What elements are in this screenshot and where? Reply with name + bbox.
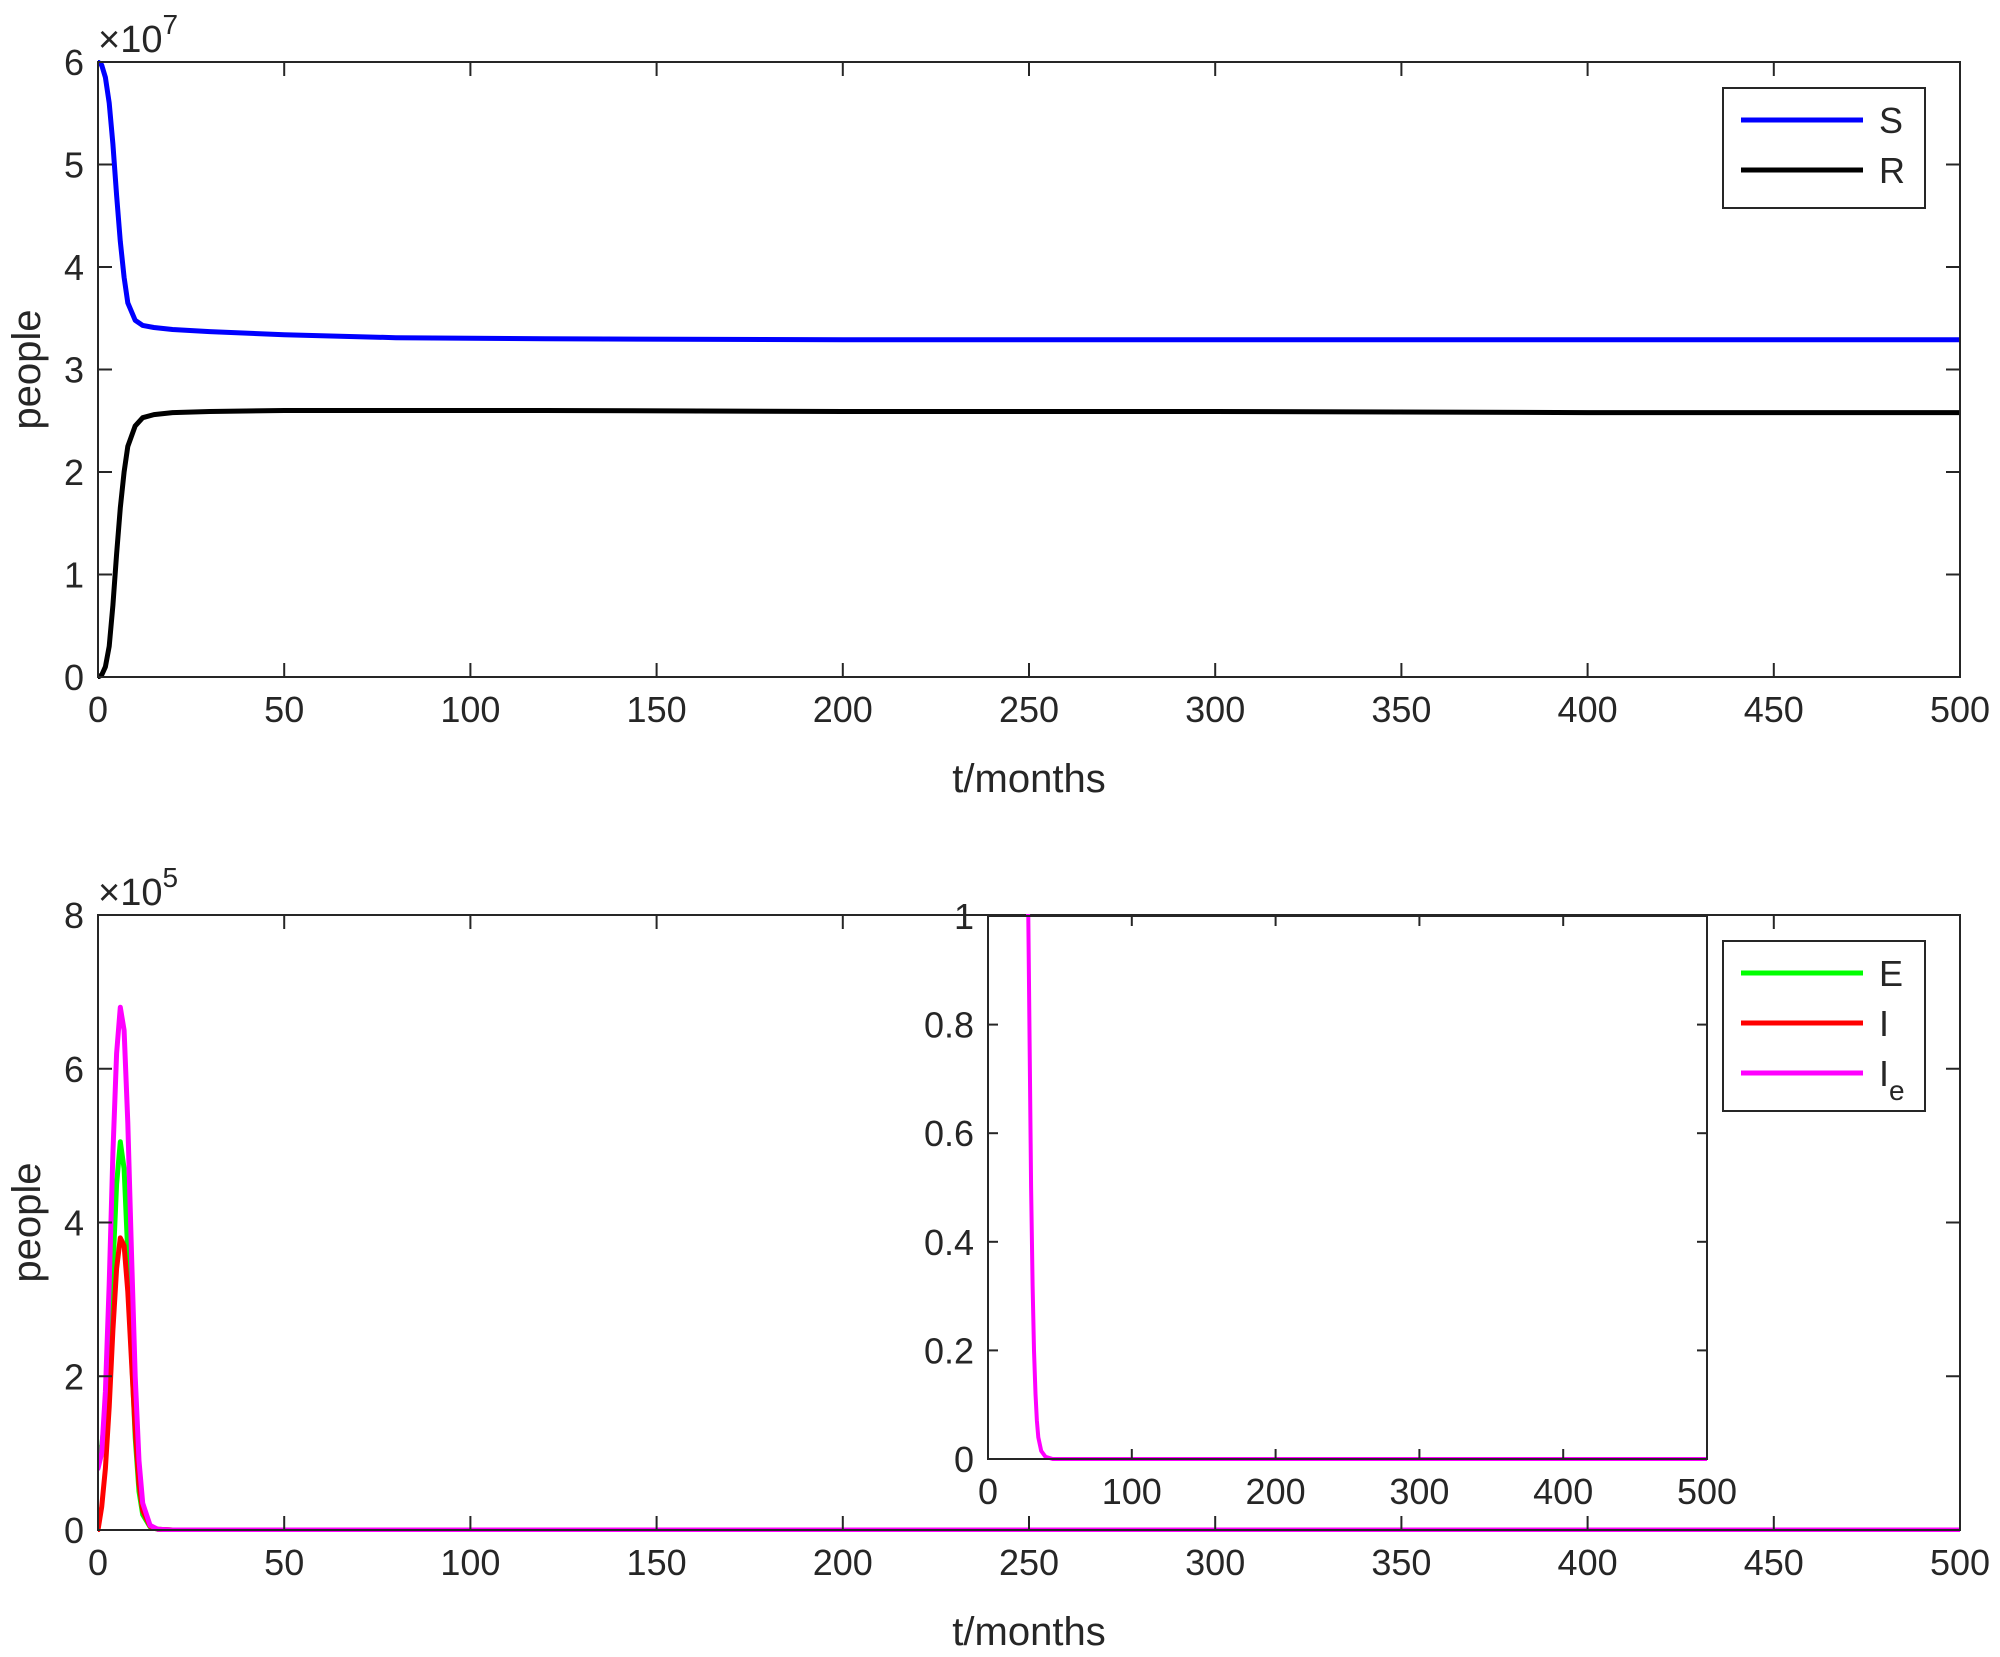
x-tick-label: 300 bbox=[1185, 689, 1245, 730]
y-tick-label: 0 bbox=[954, 1439, 974, 1480]
x-tick-label: 0 bbox=[88, 1542, 108, 1583]
legend: SR bbox=[1722, 87, 1926, 209]
plot-area bbox=[988, 916, 1707, 1459]
x-tick-label: 100 bbox=[1102, 1471, 1162, 1512]
x-tick-label: 450 bbox=[1744, 689, 1804, 730]
y-exponent-label: ×105 bbox=[98, 862, 178, 914]
x-tick-label: 50 bbox=[264, 1542, 304, 1583]
legend-label: R bbox=[1879, 150, 1905, 191]
legend-box bbox=[1722, 87, 1926, 209]
x-tick-label: 100 bbox=[440, 1542, 500, 1583]
x-tick-label: 250 bbox=[999, 1542, 1059, 1583]
y-axis-label: people bbox=[5, 1162, 49, 1282]
x-tick-label: 200 bbox=[1246, 1471, 1306, 1512]
y-tick-label: 8 bbox=[64, 895, 84, 936]
x-tick-label: 0 bbox=[978, 1471, 998, 1512]
y-tick-label: 0 bbox=[64, 657, 84, 698]
x-tick-label: 50 bbox=[264, 689, 304, 730]
legend-label: Ie bbox=[1879, 1053, 1905, 1106]
x-tick-label: 500 bbox=[1677, 1471, 1737, 1512]
axes-box bbox=[987, 915, 1708, 1460]
x-tick-label: 150 bbox=[627, 689, 687, 730]
top-chart: 0 50 100 150 200 250 300 350 400 450 500 0 1 2 3 4 5 6 t/m… bbox=[5, 9, 1990, 801]
series-group bbox=[98, 1004, 1960, 1532]
series-line-i-e bbox=[98, 1004, 1960, 1532]
legend-box bbox=[1722, 940, 1926, 1112]
y-tick-label: 6 bbox=[64, 1049, 84, 1090]
series-line-r bbox=[98, 408, 1960, 679]
series-line-s bbox=[98, 60, 1960, 343]
x-tick-label: 300 bbox=[1389, 1471, 1449, 1512]
y-tick-label: 0 bbox=[64, 1510, 84, 1551]
x-tick-label: 100 bbox=[440, 689, 500, 730]
x-axis-label: t/months bbox=[952, 757, 1105, 801]
y-tick-label: 3 bbox=[64, 350, 84, 391]
y-tick-label: 1 bbox=[64, 555, 84, 596]
x-tick-label: 500 bbox=[1930, 689, 1990, 730]
y-tick-label: 0.6 bbox=[924, 1113, 974, 1154]
y-tick-label: 5 bbox=[64, 145, 84, 186]
x-tick-label: 400 bbox=[1558, 1542, 1618, 1583]
y-exponent-label: ×107 bbox=[98, 9, 178, 61]
x-tick-label: 200 bbox=[813, 689, 873, 730]
x-tick-label: 0 bbox=[88, 689, 108, 730]
x-tick-label: 400 bbox=[1558, 689, 1618, 730]
x-tick-label: 200 bbox=[813, 1542, 873, 1583]
x-tick-label: 300 bbox=[1185, 1542, 1245, 1583]
series-group bbox=[98, 60, 1960, 679]
y-tick-label: 0.8 bbox=[924, 1005, 974, 1046]
legend-label: S bbox=[1879, 100, 1903, 141]
y-axis-label: people bbox=[5, 309, 49, 429]
x-tick-label: 450 bbox=[1744, 1542, 1804, 1583]
inset-chart: 0 100 200 300 400 500 0 0.2 0.4 0.6 0.8 1 bbox=[924, 896, 1737, 1512]
x-tick-label: 500 bbox=[1930, 1542, 1990, 1583]
legend-label: E bbox=[1879, 953, 1903, 994]
legend-label: I bbox=[1879, 1003, 1889, 1044]
y-tick-label: 6 bbox=[64, 42, 84, 83]
x-tick-label: 400 bbox=[1533, 1471, 1593, 1512]
y-tick-label: 0.4 bbox=[924, 1222, 974, 1263]
x-tick-label: 250 bbox=[999, 689, 1059, 730]
plot-area bbox=[98, 62, 1960, 677]
legend: EI Ie bbox=[1722, 940, 1926, 1112]
y-tick-label: 1 bbox=[954, 896, 974, 937]
x-tick-label: 350 bbox=[1371, 1542, 1431, 1583]
y-tick-label: 2 bbox=[64, 452, 84, 493]
y-tick-label: 2 bbox=[64, 1356, 84, 1397]
y-tick-label: 4 bbox=[64, 1203, 84, 1244]
y-tick-label: 4 bbox=[64, 247, 84, 288]
x-axis-label: t/months bbox=[952, 1610, 1105, 1654]
y-tick-label: 0.2 bbox=[924, 1330, 974, 1371]
x-tick-label: 150 bbox=[627, 1542, 687, 1583]
x-tick-label: 350 bbox=[1371, 689, 1431, 730]
